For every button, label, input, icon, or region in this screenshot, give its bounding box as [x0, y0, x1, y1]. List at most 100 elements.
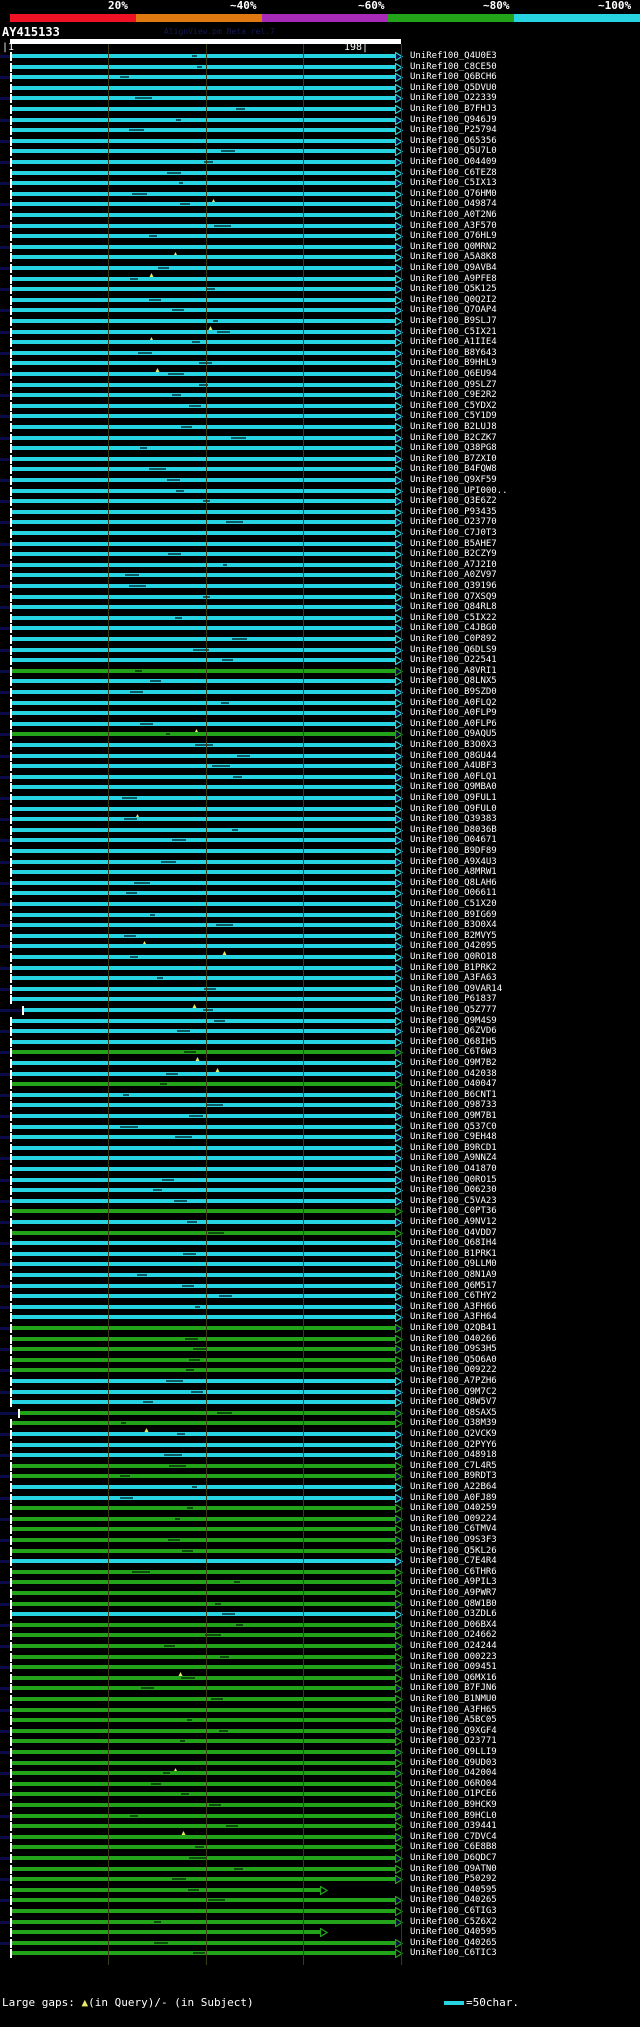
table-row[interactable]: UniRef100_C5IX13: [0, 178, 640, 189]
alignment-bar[interactable]: [10, 509, 396, 514]
alignment-bar[interactable]: [10, 1156, 396, 1161]
hit-label[interactable]: UniRef100_A9X4U3: [410, 856, 497, 867]
hit-label[interactable]: UniRef100_O6RO04: [410, 1778, 497, 1789]
table-row[interactable]: UniRef100_O41870: [0, 1164, 640, 1175]
alignment-bar[interactable]: [10, 870, 396, 875]
hit-label[interactable]: UniRef100_A3FH65: [410, 1704, 497, 1715]
alignment-bar[interactable]: [10, 1050, 396, 1055]
table-row[interactable]: UniRef100_B2CZY9: [0, 549, 640, 560]
alignment-bar[interactable]: [10, 319, 396, 323]
table-row[interactable]: UniRef100_A9X4U3: [0, 856, 640, 868]
hit-label[interactable]: UniRef100_B2CZK7: [410, 432, 497, 443]
hit-label[interactable]: UniRef100_O04671: [410, 835, 497, 846]
alignment-bar[interactable]: [10, 1813, 396, 1818]
alignment-bar[interactable]: [10, 297, 396, 302]
hit-label[interactable]: UniRef100_O22541: [410, 655, 497, 666]
hit-label[interactable]: UniRef100_C51X20: [410, 899, 497, 909]
table-row[interactable]: UniRef100_O09224: [0, 1514, 640, 1525]
table-row[interactable]: UniRef100_Q8SAX5: [0, 1408, 640, 1419]
table-row[interactable]: UniRef100_A0FJ89: [0, 1493, 640, 1504]
hit-label[interactable]: UniRef100_Q2QB41: [410, 1323, 497, 1333]
alignment-bar[interactable]: [10, 912, 396, 917]
table-row[interactable]: UniRef100_Q40595: [0, 1927, 640, 1938]
alignment-bar[interactable]: [10, 1432, 396, 1436]
table-row[interactable]: UniRef100_O24662: [0, 1630, 640, 1641]
table-row[interactable]: UniRef100_O42004: [0, 1768, 640, 1779]
hit-label[interactable]: UniRef100_Q0MRN2: [410, 241, 497, 252]
table-row[interactable]: UniRef100_A3FH66: [0, 1302, 640, 1313]
hit-label[interactable]: UniRef100_Q39383: [410, 814, 497, 825]
hit-label[interactable]: UniRef100_Q8LAH6: [410, 877, 497, 888]
alignment-bar[interactable]: [10, 838, 396, 843]
table-row[interactable]: UniRef100_A22B64: [0, 1482, 640, 1493]
alignment-bar[interactable]: [10, 1569, 396, 1574]
table-row[interactable]: UniRef100_C6THY2: [0, 1291, 640, 1302]
alignment-bar[interactable]: [10, 1114, 396, 1118]
alignment-bar[interactable]: [10, 403, 396, 408]
hit-label[interactable]: UniRef100_O00223: [410, 1651, 497, 1662]
alignment-bar[interactable]: [10, 128, 396, 133]
table-row[interactable]: UniRef100_Q9XF59: [0, 475, 640, 486]
hit-label[interactable]: UniRef100_Q9UD03: [410, 1757, 497, 1768]
alignment-bar[interactable]: [10, 997, 396, 1002]
hit-label[interactable]: UniRef100_O40595: [410, 1884, 497, 1895]
hit-label[interactable]: UniRef100_C5Z6X2: [410, 1916, 497, 1927]
table-row[interactable]: UniRef100_A0ZV97: [0, 570, 640, 581]
table-row[interactable]: UniRef100_Q68IH5: [0, 1037, 640, 1048]
hit-label[interactable]: UniRef100_C6TMV4: [410, 1524, 497, 1535]
alignment-bar[interactable]: [10, 668, 396, 673]
table-row[interactable]: UniRef100_O39441: [0, 1821, 640, 1837]
alignment-bar[interactable]: [10, 202, 396, 207]
table-row[interactable]: UniRef100_C5VA23: [0, 1196, 640, 1207]
table-row[interactable]: UniRef100_Q9M4S9: [0, 1016, 640, 1027]
hit-label[interactable]: UniRef100_B9RDT3: [410, 1471, 497, 1482]
alignment-bar[interactable]: [10, 1866, 396, 1871]
table-row[interactable]: UniRef100_A7PZH6: [0, 1376, 640, 1387]
table-row[interactable]: UniRef100_B9DF89: [0, 846, 640, 857]
hit-label[interactable]: UniRef100_Q0Q2I2: [410, 294, 497, 305]
table-row[interactable]: UniRef100_C7J0T3: [0, 528, 640, 539]
alignment-bar[interactable]: [10, 1601, 396, 1606]
alignment-bar[interactable]: [10, 1442, 396, 1447]
hit-label[interactable]: UniRef100_Q5K125: [410, 284, 497, 295]
hit-label[interactable]: UniRef100_Q9AQU5: [410, 729, 497, 740]
hit-label[interactable]: UniRef100_A8VRI1: [410, 665, 497, 676]
table-row[interactable]: UniRef100_O65356: [0, 136, 640, 147]
alignment-bar[interactable]: [10, 732, 396, 737]
hit-label[interactable]: UniRef100_O23771: [410, 1736, 497, 1747]
alignment-bar[interactable]: [10, 64, 396, 69]
alignment-bar[interactable]: [10, 1379, 396, 1383]
table-row[interactable]: UniRef100_Q3E6Z2: [0, 496, 640, 507]
hit-label[interactable]: UniRef100_Q9XF59: [410, 475, 497, 485]
hit-label[interactable]: UniRef100_A9PFE8: [410, 273, 497, 284]
alignment-bar[interactable]: [10, 1230, 396, 1235]
alignment-bar[interactable]: [10, 1188, 396, 1193]
alignment-bar[interactable]: [10, 1644, 396, 1648]
hit-label[interactable]: UniRef100_C6THR6: [410, 1566, 497, 1577]
table-row[interactable]: UniRef100_O00223: [0, 1651, 640, 1663]
alignment-bar[interactable]: [10, 446, 396, 451]
alignment-bar[interactable]: [10, 827, 396, 832]
table-row[interactable]: UniRef100_A1IIE4: [0, 337, 640, 348]
table-row[interactable]: UniRef100_A9PFE8: [0, 273, 640, 285]
table-row[interactable]: UniRef100_Q98733: [0, 1100, 640, 1111]
table-row[interactable]: UniRef100_A5BC05: [0, 1715, 640, 1726]
hit-label[interactable]: UniRef100_C7J0T3: [410, 528, 497, 538]
hit-label[interactable]: UniRef100_B1NMU0: [410, 1694, 497, 1704]
table-row[interactable]: UniRef100_Q9XGF4: [0, 1726, 640, 1737]
hit-label[interactable]: UniRef100_Q9AVB4: [410, 263, 497, 273]
hit-label[interactable]: UniRef100_B9HCK9: [410, 1800, 497, 1810]
hit-label[interactable]: UniRef100_Q8W1B0: [410, 1598, 497, 1609]
table-row[interactable]: UniRef100_Q7OAP4: [0, 305, 640, 316]
hit-label[interactable]: UniRef100_A9PIL3: [410, 1577, 497, 1588]
alignment-bar[interactable]: [10, 1018, 396, 1023]
alignment-bar[interactable]: [10, 1580, 396, 1585]
table-row[interactable]: UniRef100_A4UBF3: [0, 761, 640, 772]
alignment-bar[interactable]: [10, 658, 396, 663]
table-row[interactable]: UniRef100_Q8W5V7: [0, 1397, 640, 1408]
alignment-bar[interactable]: [10, 1919, 396, 1924]
table-row[interactable]: UniRef100_Q2QB41: [0, 1323, 640, 1334]
table-row[interactable]: UniRef100_B6CNT1: [0, 1090, 640, 1101]
alignment-bar[interactable]: [10, 96, 396, 101]
table-row[interactable]: UniRef100_C6T6W3: [0, 1047, 640, 1063]
